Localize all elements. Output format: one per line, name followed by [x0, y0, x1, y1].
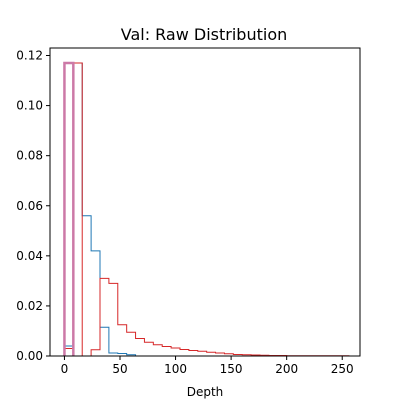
x-axis-ticks: 0 50 100 150 200 250	[61, 356, 354, 376]
x-axis-label: Depth	[187, 385, 224, 399]
y-tick-label: 0.00	[16, 349, 43, 363]
axes-layer	[49, 47, 361, 357]
y-tick-label: 0.02	[16, 299, 43, 313]
x-tick-label: 200	[275, 362, 298, 376]
x-tick-label: 100	[164, 362, 187, 376]
y-tick-label: 0.08	[16, 149, 43, 163]
x-tick-label: 150	[220, 362, 243, 376]
y-tick-label: 0.10	[16, 99, 43, 113]
plot-frame	[49, 47, 361, 357]
chart-title: Val: Raw Distribution	[121, 25, 288, 44]
y-axis-ticks: 0.00 0.02 0.04 0.06 0.08 0.10 0.12	[16, 49, 50, 363]
histogram-series-1	[63, 62, 350, 357]
x-tick-label: 50	[112, 362, 127, 376]
histogram-series-2	[63, 61, 75, 356]
y-tick-label: 0.04	[16, 249, 43, 263]
y-tick-label: 0.06	[16, 199, 43, 213]
x-tick-label: 0	[61, 362, 69, 376]
series-layer	[63, 61, 350, 357]
x-tick-label: 250	[331, 362, 354, 376]
y-tick-label: 0.12	[16, 49, 43, 63]
